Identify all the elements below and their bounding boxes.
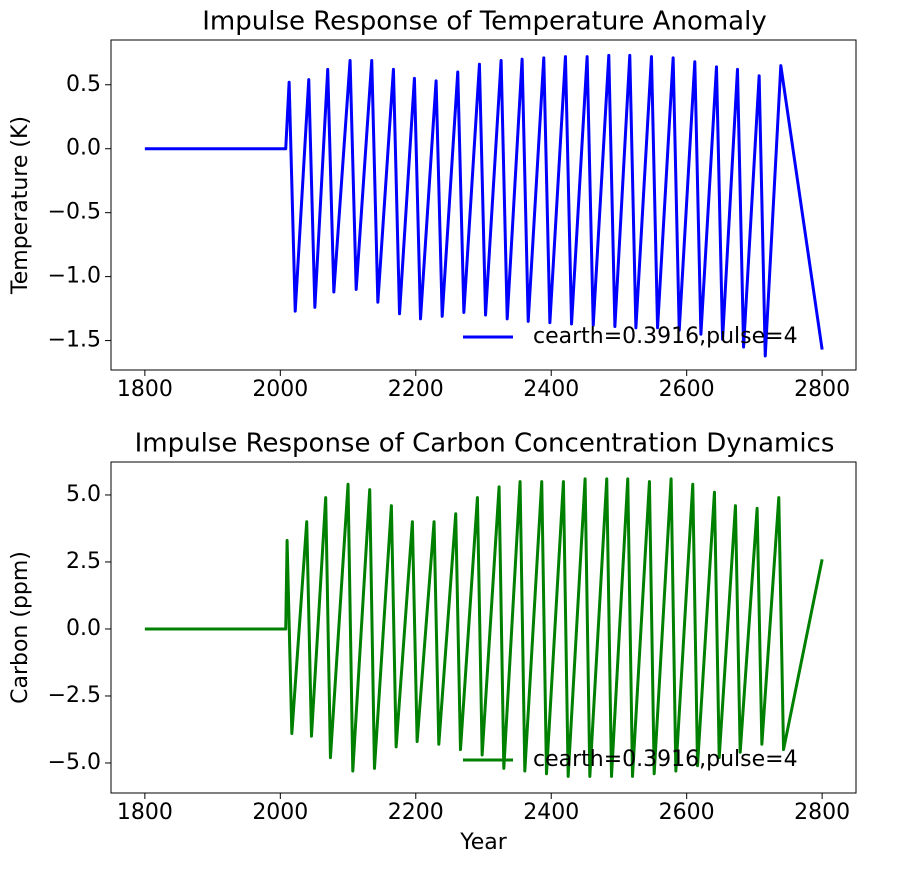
x-tick-label: 2400 [523, 377, 579, 402]
x-tick-label: 1800 [117, 377, 173, 402]
y-tick-label: −5.0 [48, 750, 101, 775]
data-line [144, 53, 824, 358]
y-tick-label: 0.5 [66, 72, 101, 97]
plot-frame [110, 39, 857, 371]
data-line [144, 477, 824, 778]
x-tick-label: 2200 [388, 377, 444, 402]
x-axis-label: Year [459, 830, 508, 855]
y-tick-label: −1.5 [48, 328, 101, 353]
chart-title: Impulse Response of Temperature Anomaly [202, 7, 766, 37]
x-tick-label: 2600 [659, 377, 715, 402]
x-tick-label: 1800 [117, 800, 173, 825]
y-tick-label: −0.5 [48, 200, 101, 225]
x-tick-label: 2000 [252, 800, 308, 825]
y-tick-label: 2.5 [66, 549, 101, 574]
x-tick-label: 2600 [659, 800, 715, 825]
legend-label: cearth=0.3916,pulse=4 [533, 324, 798, 349]
y-axis-label: Temperature (K) [8, 116, 33, 295]
x-tick-label: 2400 [523, 800, 579, 825]
y-axis-label: Carbon (ppm) [8, 551, 33, 704]
y-tick-label: 0.0 [66, 616, 101, 641]
y-tick-label: −2.5 [48, 683, 101, 708]
legend-label: cearth=0.3916,pulse=4 [533, 747, 798, 772]
x-tick-label: 2800 [794, 800, 850, 825]
x-tick-label: 2800 [794, 377, 850, 402]
y-tick-label: 5.0 [66, 482, 101, 507]
x-tick-label: 2200 [388, 800, 444, 825]
x-tick-label: 2000 [252, 377, 308, 402]
plot-frame [110, 461, 857, 794]
chart-title: Impulse Response of Carbon Concentration… [135, 429, 835, 459]
y-tick-label: −1.0 [48, 264, 101, 289]
y-tick-label: 0.0 [66, 136, 101, 161]
